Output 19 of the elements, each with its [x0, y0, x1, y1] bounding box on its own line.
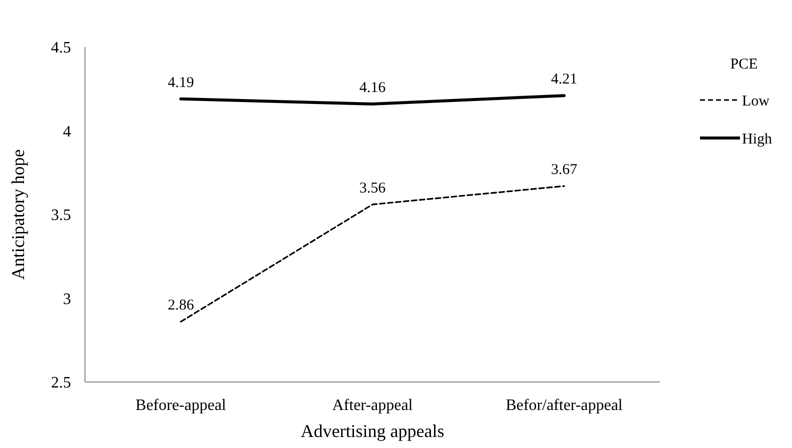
- legend-label: Low: [742, 93, 770, 110]
- x-axis-title: Advertising appeals: [300, 421, 444, 441]
- x-tick-label: Before-appeal: [136, 397, 227, 414]
- data-label: 4.19: [168, 74, 194, 91]
- y-tick-label: 3.5: [51, 207, 71, 224]
- x-tick-label: After-appeal: [332, 397, 414, 414]
- data-label: 4.16: [359, 80, 386, 96]
- y-tick-label: 3: [63, 290, 71, 308]
- data-label: 3.56: [359, 180, 386, 196]
- data-label: 4.21: [551, 72, 578, 88]
- data-label: 2.86: [168, 298, 194, 314]
- y-tick-label: 2.5: [51, 374, 71, 392]
- y-tick-label: 4: [63, 123, 71, 140]
- data-label: 3.67: [551, 162, 578, 178]
- x-tick-label: Befor/after-appeal: [506, 397, 624, 414]
- legend-title: PCE: [730, 56, 758, 72]
- y-axis-title: Anticipatory hope: [8, 149, 28, 280]
- legend-label: High: [742, 131, 772, 148]
- y-tick-label: 4.5: [51, 40, 71, 57]
